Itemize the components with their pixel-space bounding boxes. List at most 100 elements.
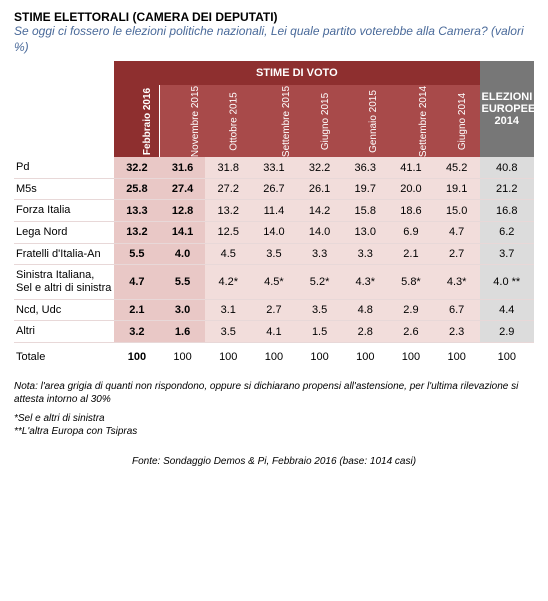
col-header: Gennaio 2015 xyxy=(342,85,388,157)
cell: 4.5 xyxy=(205,243,251,265)
table-row: M5s25.827.427.226.726.119.720.019.121.2 xyxy=(14,178,534,200)
cell: 11.4 xyxy=(251,200,297,222)
cell: 3.3 xyxy=(297,243,343,265)
cell: 4.2* xyxy=(205,265,251,299)
cell: 2.1 xyxy=(388,243,434,265)
table-row: Pd32.231.631.833.132.236.341.145.240.8 xyxy=(14,157,534,178)
total-cell: 100 xyxy=(205,342,251,371)
table-row: Forza Italia13.312.813.211.414.215.818.6… xyxy=(14,200,534,222)
total-cell: 100 xyxy=(342,342,388,371)
cell: 15.8 xyxy=(342,200,388,222)
source-line: Fonte: Sondaggio Demos & Pi, Febbraio 20… xyxy=(14,456,534,467)
cell: 33.1 xyxy=(251,157,297,178)
note-1: Nota: l'area grigia di quanti non rispon… xyxy=(14,380,534,406)
cell: 4.3* xyxy=(434,265,480,299)
row-label: Forza Italia xyxy=(14,200,114,222)
cell-eu: 6.2 xyxy=(480,222,534,244)
cell: 14.0 xyxy=(251,222,297,244)
cell: 26.1 xyxy=(297,178,343,200)
cell: 14.2 xyxy=(297,200,343,222)
cell: 19.1 xyxy=(434,178,480,200)
cell: 31.8 xyxy=(205,157,251,178)
col-header: Settembre 2015 xyxy=(251,85,297,157)
row-label: Pd xyxy=(14,157,114,178)
cell: 13.0 xyxy=(342,222,388,244)
cell: 6.7 xyxy=(434,299,480,321)
cell: 2.7 xyxy=(434,243,480,265)
cell: 5.5 xyxy=(114,243,160,265)
cell: 26.7 xyxy=(251,178,297,200)
row-label: Lega Nord xyxy=(14,222,114,244)
cell: 20.0 xyxy=(388,178,434,200)
cell: 12.5 xyxy=(205,222,251,244)
cell: 4.5* xyxy=(251,265,297,299)
group-header-voto: STIME DI VOTO xyxy=(114,61,479,85)
cell: 2.6 xyxy=(388,321,434,343)
row-label: Ncd, Udc xyxy=(14,299,114,321)
total-cell: 100 xyxy=(388,342,434,371)
cell: 41.1 xyxy=(388,157,434,178)
col-header: Febbraio 2016 xyxy=(114,85,160,157)
total-cell: 100 xyxy=(297,342,343,371)
cell: 31.6 xyxy=(160,157,206,178)
cell: 32.2 xyxy=(114,157,160,178)
cell-eu: 2.9 xyxy=(480,321,534,343)
cell: 13.2 xyxy=(205,200,251,222)
cell: 2.9 xyxy=(388,299,434,321)
col-header: Novembre 2015 xyxy=(160,85,206,157)
cell-eu: 21.2 xyxy=(480,178,534,200)
col-header: Settembre 2014 xyxy=(388,85,434,157)
cell: 14.0 xyxy=(297,222,343,244)
cell: 3.5 xyxy=(205,321,251,343)
cell: 27.4 xyxy=(160,178,206,200)
table-row: Lega Nord13.214.112.514.014.013.06.94.76… xyxy=(14,222,534,244)
header-blank2 xyxy=(14,85,114,157)
cell: 25.8 xyxy=(114,178,160,200)
col-header: Giugno 2015 xyxy=(297,85,343,157)
total-cell-eu: 100 xyxy=(480,342,534,371)
cell: 1.6 xyxy=(160,321,206,343)
cell: 2.7 xyxy=(251,299,297,321)
cell: 3.5 xyxy=(251,243,297,265)
cell-eu: 40.8 xyxy=(480,157,534,178)
total-row: Totale100100100100100100100100100 xyxy=(14,342,534,371)
poll-table: STIME DI VOTO ELEZIONI EUROPEE 2014 Febb… xyxy=(14,61,534,371)
cell-eu: 4.0 ** xyxy=(480,265,534,299)
group-header-eu: ELEZIONI EUROPEE 2014 xyxy=(480,61,534,157)
cell: 4.7 xyxy=(434,222,480,244)
table-row: Ncd, Udc2.13.03.12.73.54.82.96.74.4 xyxy=(14,299,534,321)
cell: 4.7 xyxy=(114,265,160,299)
total-label: Totale xyxy=(14,342,114,371)
row-label: Altri xyxy=(14,321,114,343)
cell: 2.3 xyxy=(434,321,480,343)
cell: 19.7 xyxy=(342,178,388,200)
cell: 13.2 xyxy=(114,222,160,244)
cell: 4.3* xyxy=(342,265,388,299)
total-cell: 100 xyxy=(114,342,160,371)
cell: 27.2 xyxy=(205,178,251,200)
cell: 18.6 xyxy=(388,200,434,222)
cell-eu: 16.8 xyxy=(480,200,534,222)
cell: 4.8 xyxy=(342,299,388,321)
cell: 45.2 xyxy=(434,157,480,178)
page-subtitle: Se oggi ci fossero le elezioni politiche… xyxy=(14,24,534,55)
cell: 2.1 xyxy=(114,299,160,321)
row-label: M5s xyxy=(14,178,114,200)
col-header: Ottobre 2015 xyxy=(205,85,251,157)
total-cell: 100 xyxy=(160,342,206,371)
cell: 36.3 xyxy=(342,157,388,178)
row-label: Sinistra Italiana, Sel e altri di sinist… xyxy=(14,265,114,299)
cell: 14.1 xyxy=(160,222,206,244)
note-3: **L'altra Europa con Tsipras xyxy=(14,425,534,438)
cell: 13.3 xyxy=(114,200,160,222)
cell-eu: 4.4 xyxy=(480,299,534,321)
cell: 4.0 xyxy=(160,243,206,265)
cell: 2.8 xyxy=(342,321,388,343)
cell: 15.0 xyxy=(434,200,480,222)
cell: 3.2 xyxy=(114,321,160,343)
cell: 3.5 xyxy=(297,299,343,321)
cell: 3.0 xyxy=(160,299,206,321)
cell: 5.5 xyxy=(160,265,206,299)
total-cell: 100 xyxy=(434,342,480,371)
cell: 3.1 xyxy=(205,299,251,321)
